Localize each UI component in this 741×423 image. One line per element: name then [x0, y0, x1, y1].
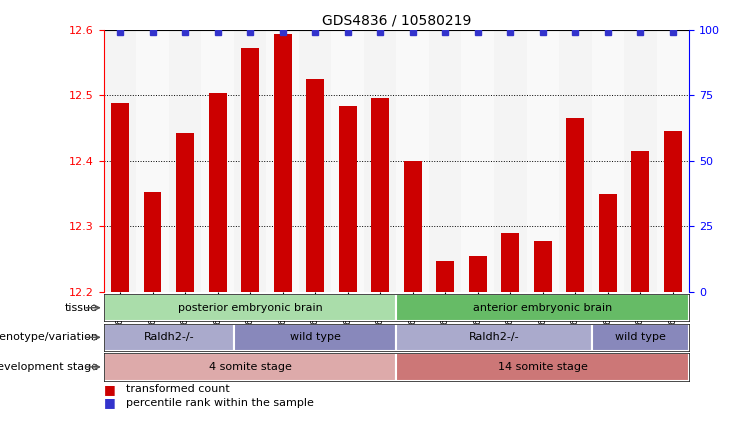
Bar	[241, 48, 259, 292]
Bar	[534, 241, 552, 292]
Text: 4 somite stage: 4 somite stage	[209, 362, 291, 372]
Bar	[396, 294, 689, 321]
Bar	[624, 30, 657, 292]
Bar	[599, 193, 617, 292]
Bar	[664, 131, 682, 292]
Bar	[234, 324, 396, 351]
Bar	[331, 30, 364, 292]
Bar	[469, 256, 487, 292]
Bar	[436, 261, 454, 292]
Text: wild type: wild type	[615, 332, 665, 342]
Bar	[299, 30, 331, 292]
Bar	[266, 30, 299, 292]
Text: percentile rank within the sample: percentile rank within the sample	[126, 398, 314, 408]
Bar	[104, 294, 396, 321]
Text: posterior embryonic brain: posterior embryonic brain	[178, 303, 322, 313]
Bar	[104, 324, 234, 351]
Bar	[234, 30, 266, 292]
Bar	[657, 30, 689, 292]
Text: Raldh2-/-: Raldh2-/-	[144, 332, 194, 342]
Bar	[396, 324, 591, 351]
Bar	[371, 99, 389, 292]
Bar	[591, 324, 689, 351]
Bar	[566, 118, 584, 292]
Bar	[339, 106, 356, 292]
Text: anterior embryonic brain: anterior embryonic brain	[473, 303, 612, 313]
Bar	[176, 132, 194, 292]
Bar	[306, 80, 324, 292]
Bar	[462, 30, 494, 292]
Bar	[104, 30, 136, 292]
Text: genotype/variation: genotype/variation	[0, 332, 98, 342]
Bar	[631, 151, 649, 292]
Text: 14 somite stage: 14 somite stage	[498, 362, 588, 372]
Title: GDS4836 / 10580219: GDS4836 / 10580219	[322, 13, 471, 27]
Text: tissue: tissue	[65, 303, 98, 313]
Bar	[404, 161, 422, 292]
Bar	[209, 93, 227, 292]
Text: ■: ■	[104, 383, 116, 396]
Bar	[591, 30, 624, 292]
Bar	[502, 233, 519, 292]
Bar	[104, 353, 396, 381]
Text: ■: ■	[104, 396, 116, 409]
Bar	[169, 30, 202, 292]
Bar	[136, 30, 169, 292]
Bar	[559, 30, 591, 292]
Bar	[396, 353, 689, 381]
Text: Raldh2-/-: Raldh2-/-	[469, 332, 519, 342]
Bar	[202, 30, 234, 292]
Text: transformed count: transformed count	[126, 384, 230, 394]
Bar	[364, 30, 396, 292]
Text: wild type: wild type	[290, 332, 341, 342]
Bar	[527, 30, 559, 292]
Bar	[144, 192, 162, 292]
Text: development stage: development stage	[0, 362, 98, 372]
Bar	[111, 103, 129, 292]
Bar	[494, 30, 527, 292]
Bar	[429, 30, 462, 292]
Bar	[273, 34, 291, 292]
Bar	[396, 30, 429, 292]
